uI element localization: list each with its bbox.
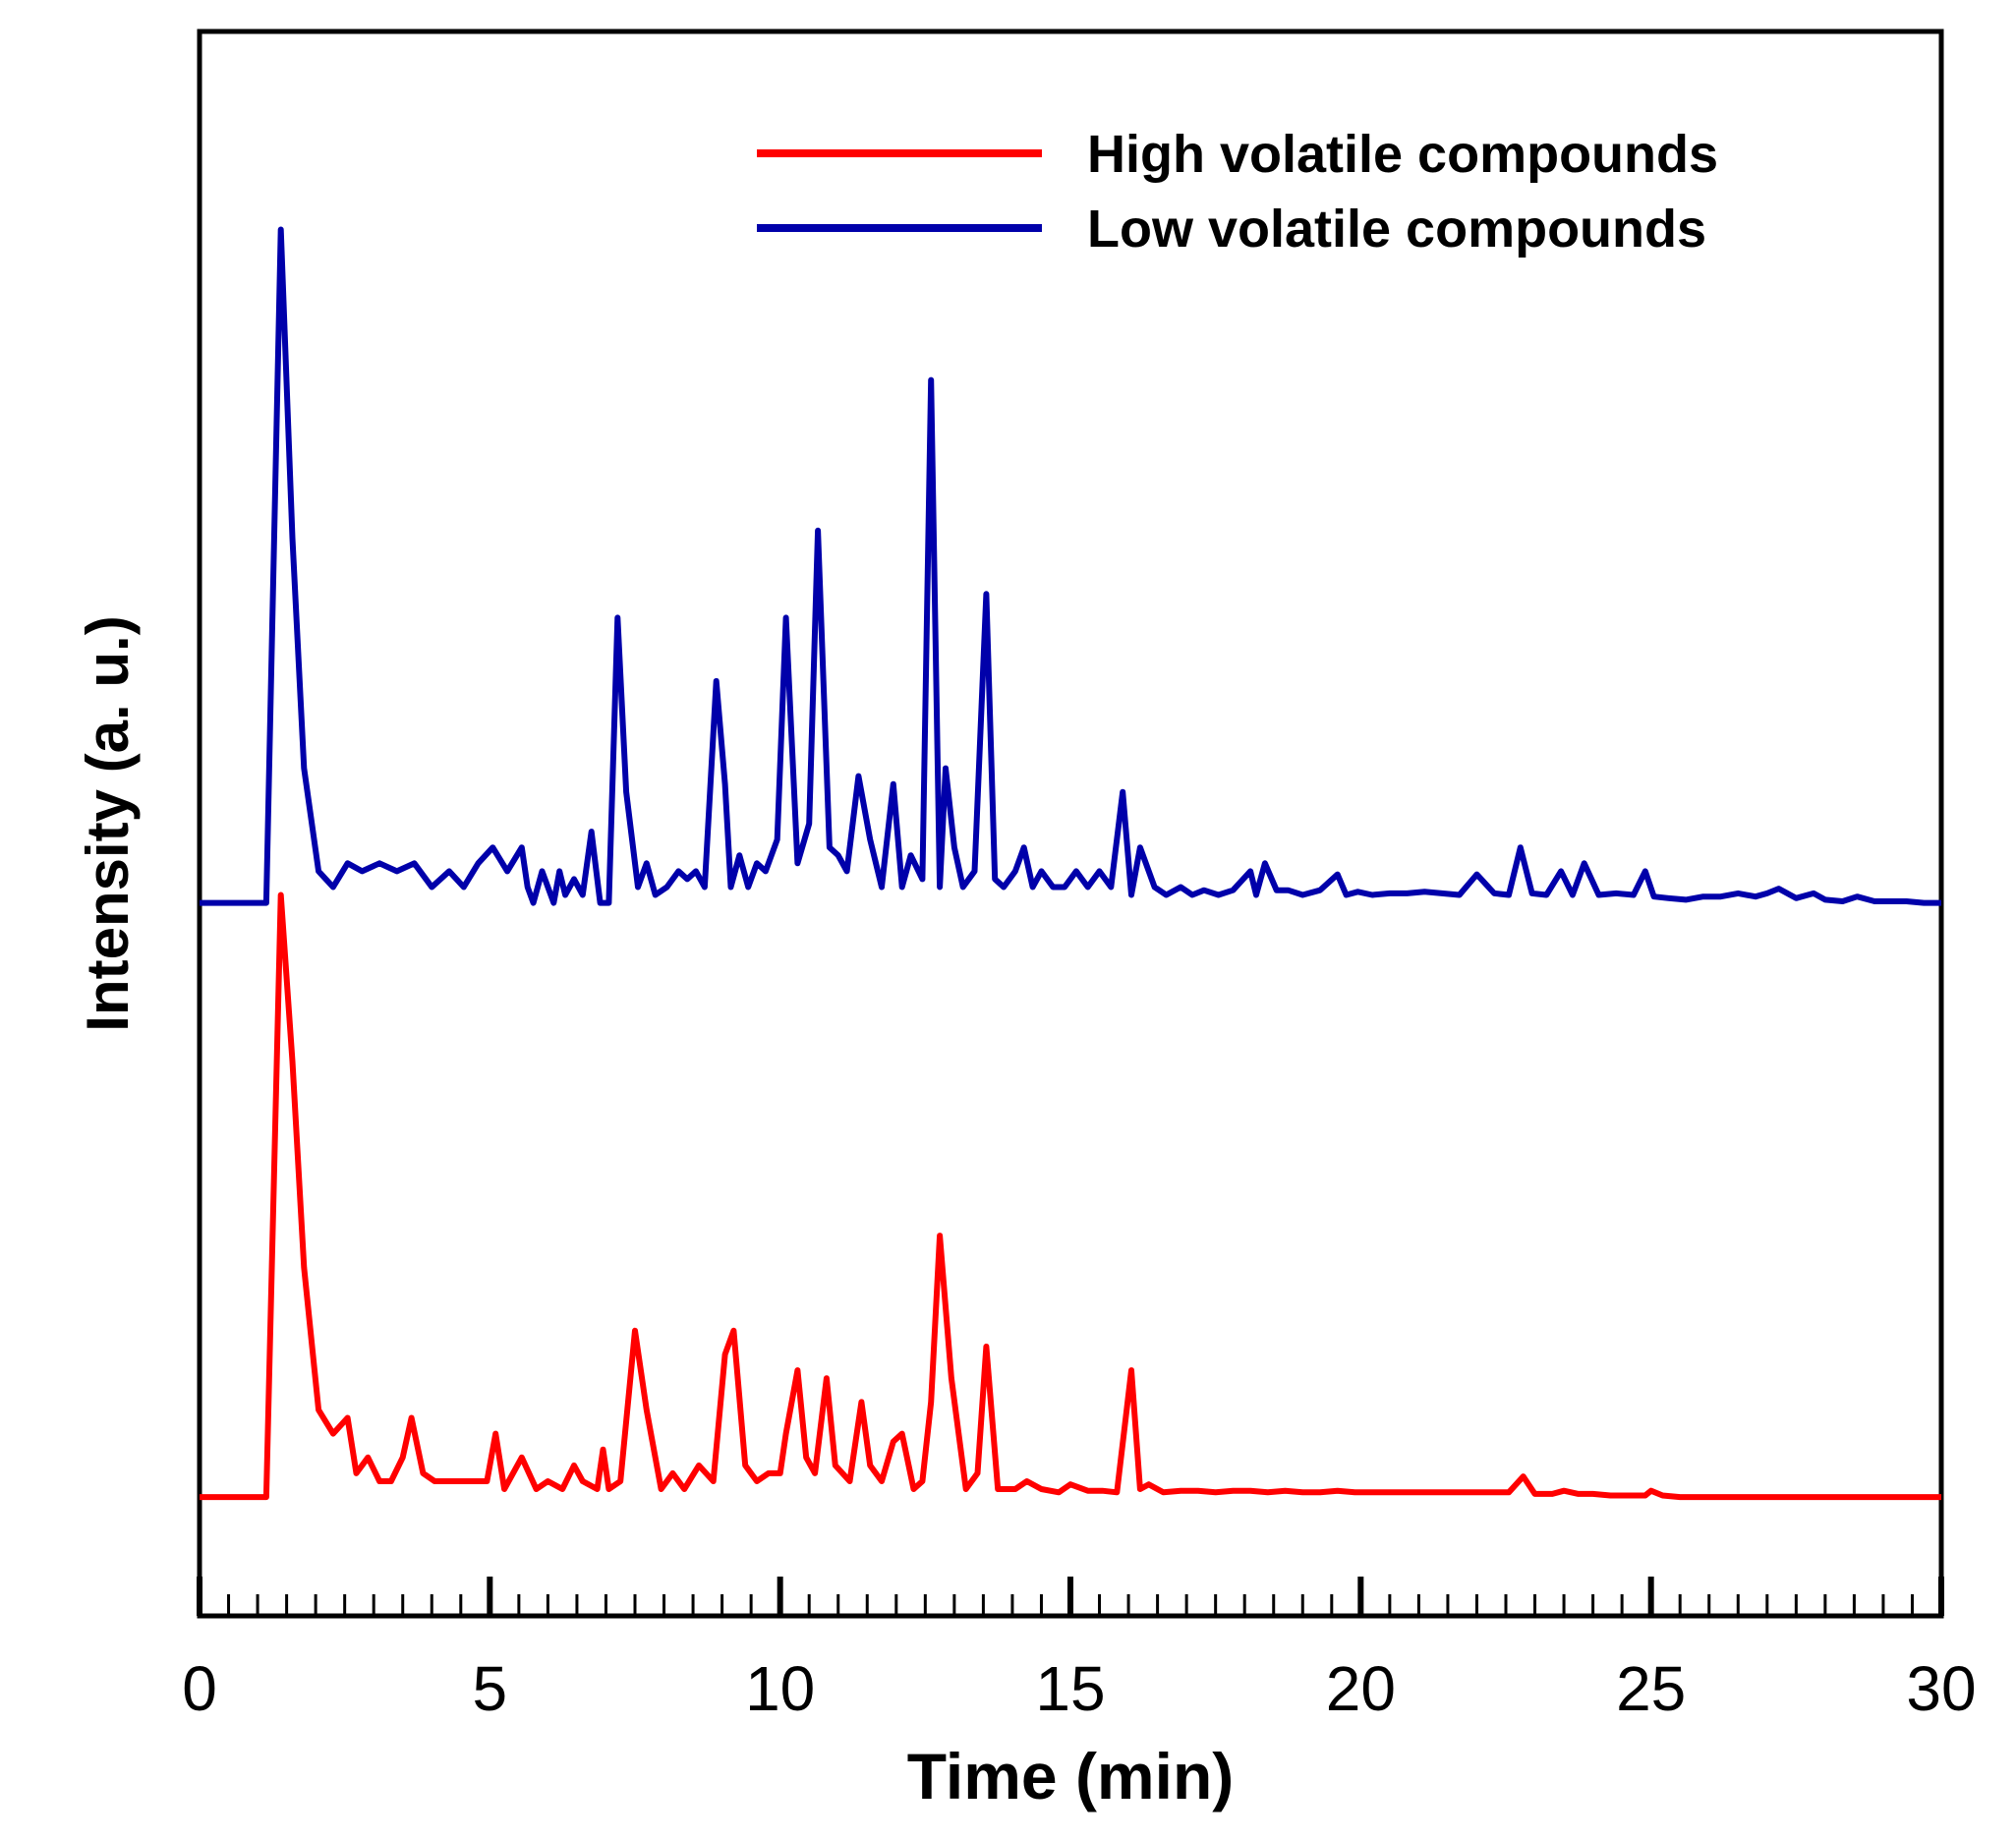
x-tick-label: 10 bbox=[745, 1653, 815, 1724]
y-axis-title: Intensity (a. u.) bbox=[75, 615, 141, 1031]
x-axis-title: Time (min) bbox=[907, 1740, 1234, 1812]
plot-frame bbox=[197, 29, 1944, 1619]
legend-label-low-volatile: Low volatile compounds bbox=[1087, 200, 1706, 259]
series-layer bbox=[200, 226, 1941, 1501]
x-tick-label: 15 bbox=[1035, 1653, 1105, 1724]
x-axis-ticks bbox=[197, 1577, 1944, 1616]
legend-label-high-volatile: High volatile compounds bbox=[1087, 125, 1718, 184]
series-line-high-volatile bbox=[200, 891, 1941, 1501]
x-tick-label: 5 bbox=[473, 1653, 508, 1724]
x-tick-label: 0 bbox=[182, 1653, 217, 1724]
x-axis-tick-labels: 0 5 10 15 20 25 30 bbox=[182, 1653, 1976, 1724]
series-line-low-volatile bbox=[200, 226, 1941, 906]
legend: High volatile compounds Low volatile com… bbox=[757, 125, 1718, 259]
x-tick-label: 20 bbox=[1326, 1653, 1396, 1724]
x-tick-label: 25 bbox=[1616, 1653, 1686, 1724]
x-tick-label: 30 bbox=[1906, 1653, 1976, 1724]
